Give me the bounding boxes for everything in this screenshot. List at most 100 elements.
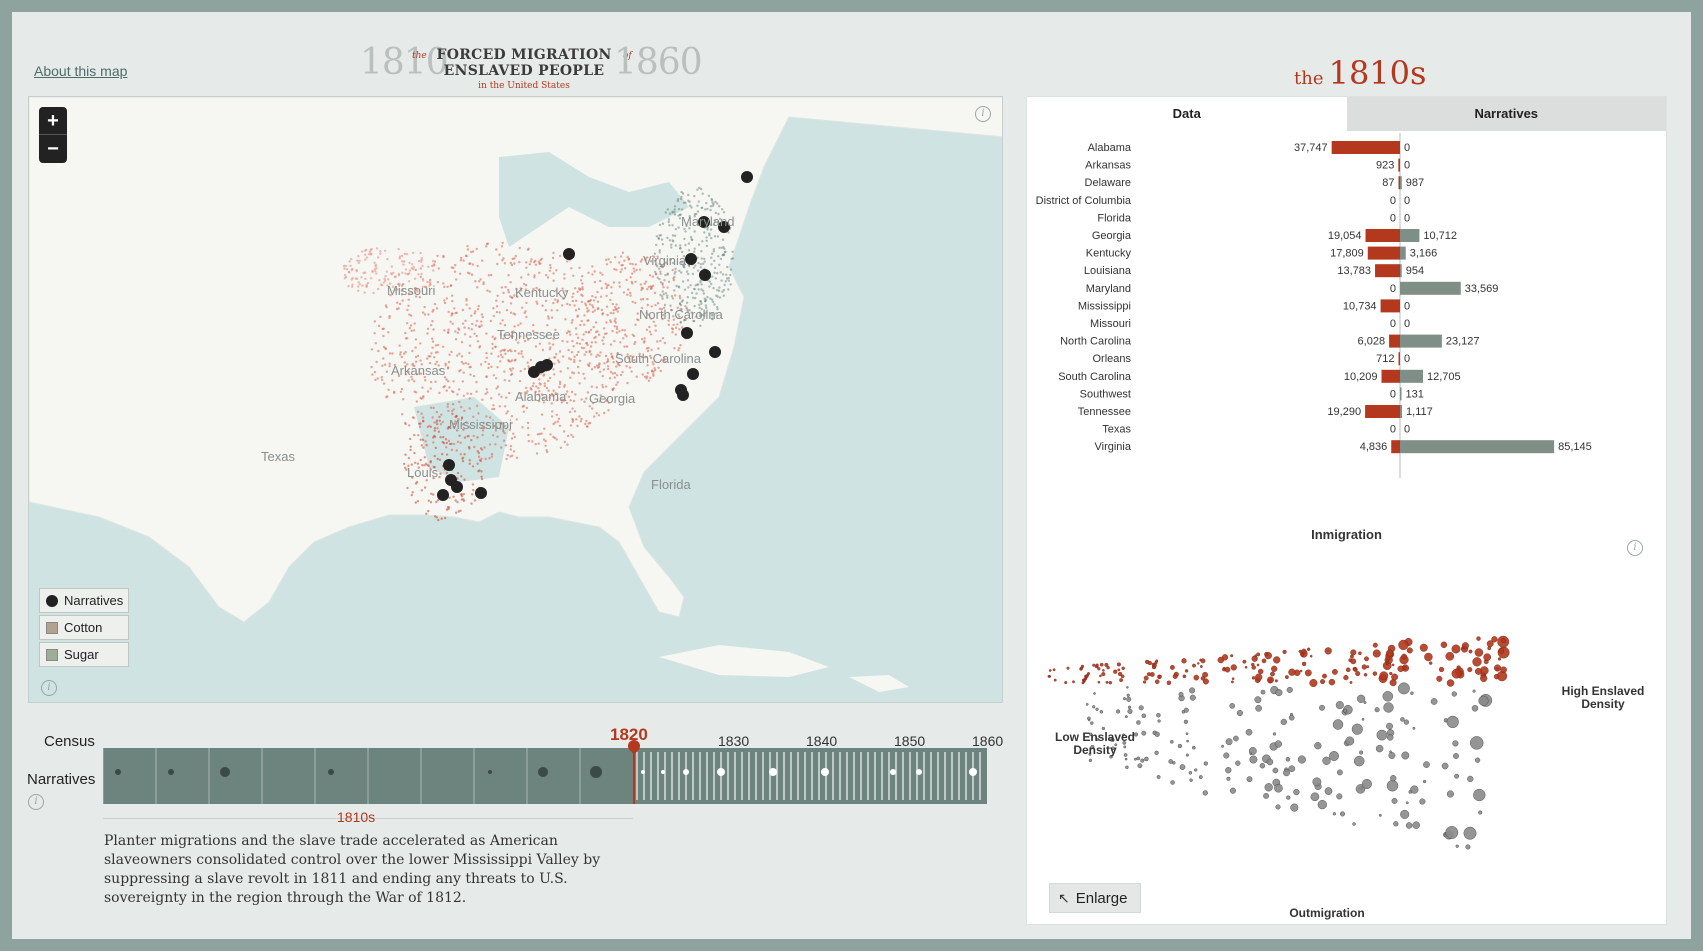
narrative-marker[interactable] <box>718 221 730 233</box>
migration-map[interactable]: Missouri Kentucky Virginia Maryland Nort… <box>28 96 1003 703</box>
density-dot <box>502 439 506 442</box>
density-dot <box>452 426 456 429</box>
year-1840[interactable]: 1840 <box>806 733 838 749</box>
scatter-point-inmigration <box>1242 659 1247 664</box>
enlarge-button[interactable]: ↖ Enlarge <box>1049 883 1141 913</box>
about-link[interactable]: About this map <box>34 63 128 79</box>
narrative-marker[interactable] <box>698 216 710 228</box>
scatter-point-outmigration <box>1109 755 1113 759</box>
scatter-point-outmigration <box>1286 686 1293 693</box>
density-dot <box>688 309 691 312</box>
timeline-track[interactable] <box>102 748 987 804</box>
density-dot <box>445 297 448 300</box>
density-dot <box>583 377 586 380</box>
map-info-icon[interactable]: i <box>975 106 991 122</box>
narrative-marker[interactable] <box>443 459 455 471</box>
tab-narratives[interactable]: Narratives <box>1346 97 1666 131</box>
bar-immigration <box>1380 299 1400 313</box>
bar-immigration <box>1365 405 1400 418</box>
density-dot <box>426 434 429 437</box>
masthead-title-line1: FORCED MIGRATION <box>436 47 612 63</box>
density-dot <box>659 281 663 284</box>
density-dot <box>685 306 688 310</box>
density-dot <box>585 425 589 428</box>
narrative-marker[interactable] <box>475 487 487 499</box>
density-dot <box>605 286 608 290</box>
narrative-marker[interactable] <box>437 489 449 501</box>
density-dot <box>481 259 484 262</box>
zoom-out-button[interactable]: − <box>47 138 59 160</box>
density-dot <box>375 247 379 250</box>
zoom-in-button[interactable]: + <box>39 107 67 135</box>
density-dot <box>574 393 577 396</box>
density-dot <box>687 272 690 276</box>
scatter-info-icon[interactable]: i <box>1627 540 1643 556</box>
density-dot <box>509 448 512 451</box>
year-1850[interactable]: 1850 <box>894 733 926 749</box>
narrative-marker[interactable] <box>451 481 463 493</box>
bar-category-label: Delaware <box>1085 177 1131 189</box>
density-dot <box>424 440 427 443</box>
density-dot <box>500 446 503 449</box>
density-dot <box>407 370 410 373</box>
scatter-point-outmigration <box>1376 729 1388 741</box>
density-dot <box>671 234 675 237</box>
density-dot <box>576 336 580 339</box>
density-dot <box>649 260 653 263</box>
density-dot <box>457 510 460 513</box>
density-dot <box>601 374 604 378</box>
tab-data[interactable]: Data <box>1027 97 1347 131</box>
density-dot <box>613 325 616 328</box>
density-dot <box>459 259 463 262</box>
density-dot <box>518 379 522 383</box>
density-dot <box>730 257 733 260</box>
map-canvas[interactable] <box>29 97 1003 703</box>
scatter-point-inmigration <box>1256 663 1260 667</box>
narrative-marker[interactable] <box>563 248 575 260</box>
density-dot <box>443 385 446 388</box>
density-dot <box>599 271 602 274</box>
density-dot <box>714 219 717 223</box>
density-dot <box>593 280 597 284</box>
narrative-markers[interactable] <box>437 171 753 501</box>
density-dot <box>468 351 471 355</box>
narrative-marker[interactable] <box>685 253 697 265</box>
density-dot <box>727 231 730 234</box>
density-dot <box>408 261 411 265</box>
density-dot <box>470 314 473 317</box>
scatter-point-outmigration <box>1353 755 1365 767</box>
year-1830[interactable]: 1830 <box>718 733 750 749</box>
density-dot <box>436 423 439 426</box>
density-dot <box>673 272 676 275</box>
density-dot <box>649 354 652 357</box>
timeline-info-icon[interactable]: i <box>28 794 44 810</box>
narrative-marker[interactable] <box>741 171 753 183</box>
density-dot <box>610 292 613 295</box>
gulf-water <box>414 397 509 482</box>
narrative-marker[interactable] <box>699 269 711 281</box>
year-1860[interactable]: 1860 <box>972 733 1004 749</box>
density-dot <box>433 434 436 438</box>
narrative-marker[interactable] <box>541 359 553 371</box>
density-dot <box>348 260 351 263</box>
scatter-point-outmigration <box>1263 792 1270 799</box>
scatter-point-outmigration <box>1329 751 1339 761</box>
legend-sugar[interactable]: Sugar <box>39 642 129 667</box>
density-dot <box>401 254 404 258</box>
map-attribution-info-icon[interactable]: i <box>41 680 57 696</box>
density-dot <box>701 240 704 243</box>
density-dot <box>510 421 513 425</box>
timeline-scrubber[interactable] <box>624 738 644 808</box>
density-dot <box>523 367 526 371</box>
timeline-canvas[interactable] <box>102 748 987 804</box>
narrative-marker[interactable] <box>677 389 689 401</box>
density-dot <box>703 257 706 261</box>
legend-narratives[interactable]: Narratives <box>39 588 129 613</box>
density-dot <box>485 388 488 391</box>
density-dot <box>465 254 468 258</box>
narrative-marker[interactable] <box>681 327 693 339</box>
density-dot <box>475 319 479 323</box>
narrative-marker[interactable] <box>687 368 699 380</box>
narrative-marker[interactable] <box>709 346 721 358</box>
legend-cotton[interactable]: Cotton <box>39 615 129 640</box>
